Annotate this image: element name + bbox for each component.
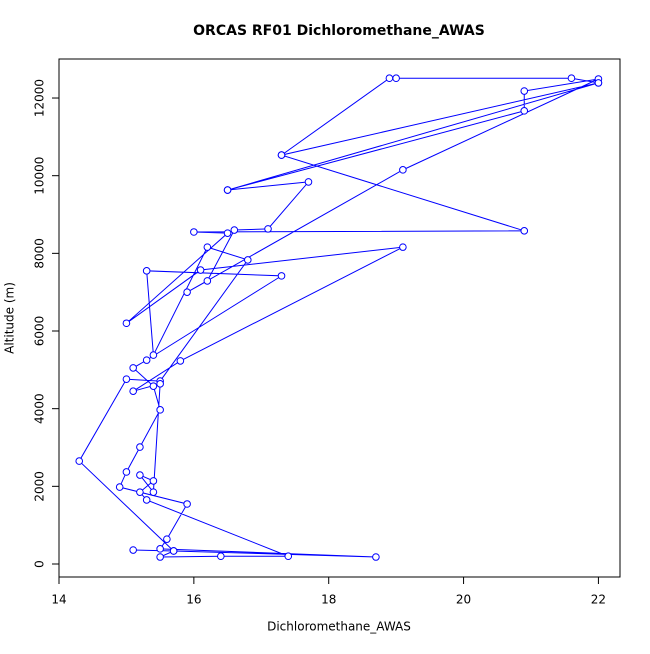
data-point bbox=[149, 382, 158, 390]
data-point bbox=[284, 552, 293, 561]
data-point bbox=[176, 357, 185, 365]
y-tick-label: 0 bbox=[33, 560, 47, 568]
y-tick-label: 4000 bbox=[33, 393, 47, 424]
data-point bbox=[115, 483, 124, 491]
data-point bbox=[520, 107, 529, 115]
data-point bbox=[156, 545, 164, 553]
y-tick-label: 6000 bbox=[33, 316, 47, 347]
x-tick-label: 14 bbox=[51, 593, 66, 607]
data-point bbox=[142, 267, 151, 275]
data-point bbox=[129, 364, 137, 372]
x-tick-label: 16 bbox=[186, 593, 201, 607]
data-point bbox=[149, 477, 158, 485]
data-point bbox=[304, 178, 313, 186]
data-point bbox=[122, 468, 131, 476]
data-point bbox=[156, 553, 164, 561]
data-point bbox=[149, 488, 158, 496]
data-point bbox=[277, 151, 286, 159]
data-point bbox=[156, 380, 164, 388]
y-tick-label: 8000 bbox=[33, 238, 47, 269]
data-point bbox=[243, 256, 252, 264]
data-point bbox=[136, 488, 144, 496]
data-point bbox=[142, 356, 151, 364]
data-point bbox=[129, 387, 137, 395]
data-point bbox=[399, 243, 407, 251]
data-point bbox=[169, 547, 178, 555]
data-point bbox=[399, 166, 407, 174]
data-point bbox=[183, 288, 191, 296]
data-point bbox=[392, 74, 400, 83]
data-point bbox=[163, 535, 171, 543]
y-axis-label: Altitude (m) bbox=[3, 282, 17, 354]
data-point bbox=[264, 225, 272, 233]
y-tick-label: 12000 bbox=[33, 79, 47, 117]
plot-frame bbox=[58, 58, 621, 578]
data-point bbox=[372, 553, 380, 561]
data-point bbox=[183, 500, 191, 508]
data-point bbox=[75, 457, 84, 465]
data-point bbox=[520, 87, 529, 95]
data-point bbox=[230, 226, 239, 234]
data-point bbox=[277, 272, 286, 280]
data-point bbox=[520, 227, 529, 235]
data-point bbox=[196, 266, 205, 274]
data-point bbox=[136, 471, 144, 479]
data-point bbox=[223, 229, 232, 237]
data-point bbox=[217, 552, 225, 561]
data-point bbox=[594, 79, 603, 87]
chart-title: ORCAS RF01 Dichloromethane_AWAS bbox=[193, 23, 485, 39]
x-tick-label: 20 bbox=[456, 593, 471, 607]
data-point bbox=[129, 546, 137, 554]
x-tick-label: 22 bbox=[591, 593, 606, 607]
data-point bbox=[136, 443, 144, 451]
data-point bbox=[385, 74, 394, 83]
y-tick-label: 10000 bbox=[33, 157, 47, 195]
data-point bbox=[203, 243, 212, 251]
data-point bbox=[122, 319, 131, 328]
data-point bbox=[190, 228, 198, 236]
data-point bbox=[142, 496, 151, 504]
data-point bbox=[156, 406, 164, 414]
data-point bbox=[567, 74, 576, 83]
y-tick-label: 2000 bbox=[33, 471, 47, 502]
x-axis-label: Dichloromethane_AWAS bbox=[267, 620, 411, 634]
data-point bbox=[203, 277, 212, 285]
data-point bbox=[149, 351, 158, 359]
data-point bbox=[223, 186, 232, 194]
x-tick-label: 18 bbox=[321, 593, 336, 607]
data-point bbox=[122, 375, 131, 383]
